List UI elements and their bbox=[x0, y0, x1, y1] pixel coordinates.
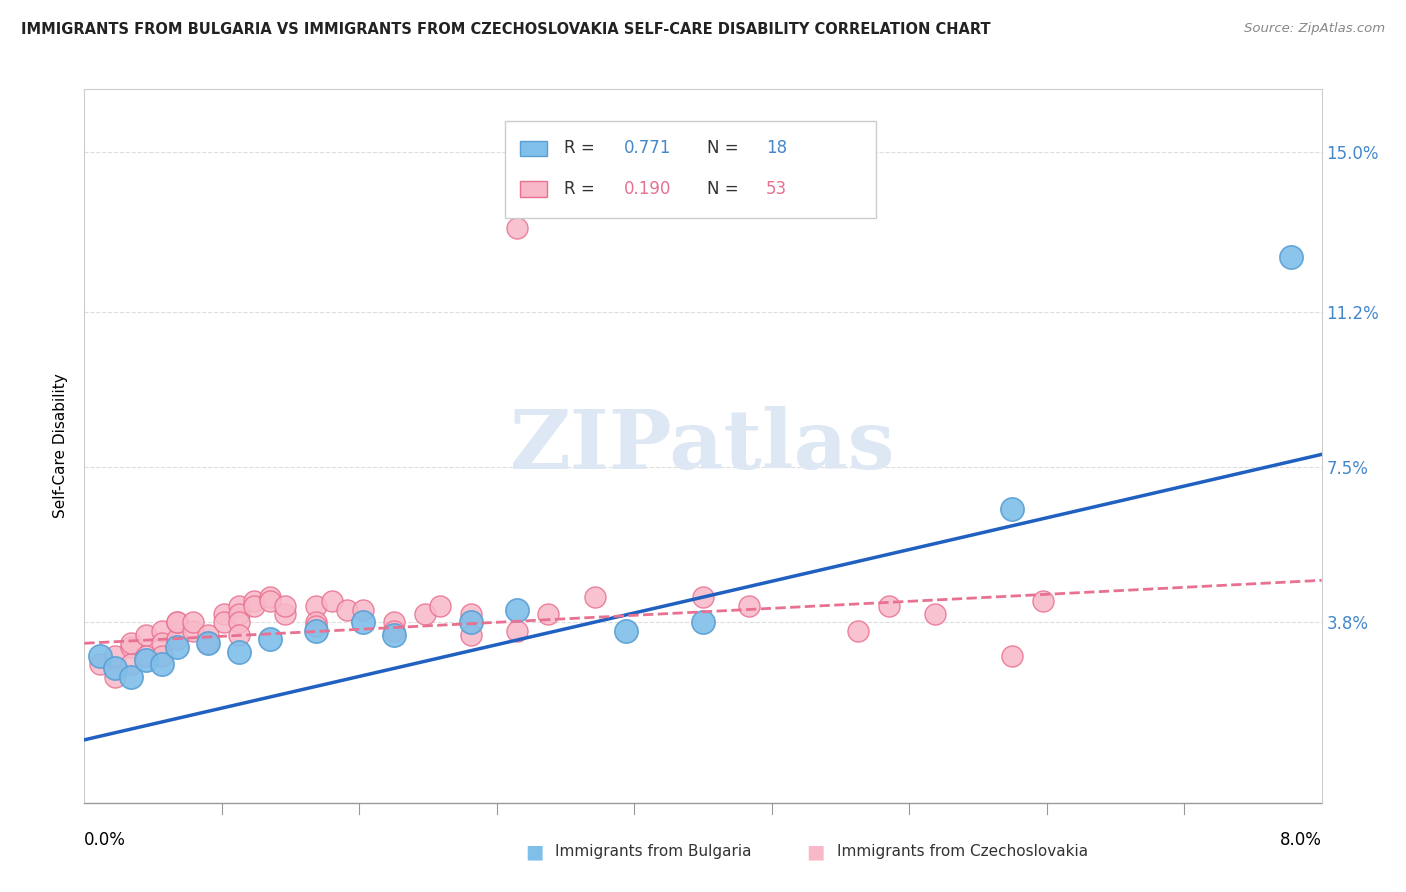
Point bbox=[212, 615, 235, 630]
Point bbox=[135, 648, 157, 663]
Point bbox=[104, 670, 127, 684]
Point bbox=[506, 603, 529, 617]
FancyBboxPatch shape bbox=[505, 121, 876, 218]
Point bbox=[846, 624, 869, 638]
Text: ■: ■ bbox=[524, 842, 544, 862]
Point bbox=[104, 648, 127, 663]
Point bbox=[537, 607, 560, 621]
Point bbox=[382, 628, 405, 642]
Point bbox=[274, 607, 297, 621]
Point bbox=[583, 590, 606, 604]
Text: 0.0%: 0.0% bbox=[84, 831, 127, 849]
Point bbox=[1032, 594, 1054, 608]
Text: N =: N = bbox=[707, 180, 744, 198]
Point bbox=[89, 657, 111, 672]
Point bbox=[150, 657, 173, 672]
Point bbox=[305, 619, 328, 633]
Text: 0.771: 0.771 bbox=[624, 139, 671, 157]
Point bbox=[614, 624, 637, 638]
Point bbox=[150, 636, 173, 650]
Point bbox=[166, 615, 188, 630]
Point bbox=[181, 615, 204, 630]
Point bbox=[104, 661, 127, 675]
Text: 8.0%: 8.0% bbox=[1279, 831, 1322, 849]
Point bbox=[228, 607, 250, 621]
Point bbox=[274, 599, 297, 613]
Point bbox=[135, 628, 157, 642]
Text: R =: R = bbox=[564, 180, 600, 198]
Point bbox=[460, 615, 482, 630]
Point bbox=[89, 648, 111, 663]
Point bbox=[243, 594, 266, 608]
Point bbox=[352, 615, 374, 630]
Point bbox=[243, 599, 266, 613]
Point bbox=[228, 615, 250, 630]
Point bbox=[166, 615, 188, 630]
Text: 18: 18 bbox=[766, 139, 787, 157]
Text: Source: ZipAtlas.com: Source: ZipAtlas.com bbox=[1244, 22, 1385, 36]
Text: IMMIGRANTS FROM BULGARIA VS IMMIGRANTS FROM CZECHOSLOVAKIA SELF-CARE DISABILITY : IMMIGRANTS FROM BULGARIA VS IMMIGRANTS F… bbox=[21, 22, 991, 37]
Point bbox=[197, 636, 219, 650]
Point bbox=[321, 594, 343, 608]
Point bbox=[692, 590, 714, 604]
Point bbox=[150, 648, 173, 663]
Text: Immigrants from Czechoslovakia: Immigrants from Czechoslovakia bbox=[837, 845, 1088, 859]
Point bbox=[1001, 502, 1024, 516]
Point bbox=[228, 628, 250, 642]
Text: R =: R = bbox=[564, 139, 600, 157]
Point bbox=[382, 615, 405, 630]
Point bbox=[924, 607, 946, 621]
Point bbox=[120, 640, 142, 655]
Point bbox=[336, 603, 359, 617]
Point bbox=[259, 594, 281, 608]
Point bbox=[120, 636, 142, 650]
Text: Immigrants from Bulgaria: Immigrants from Bulgaria bbox=[555, 845, 752, 859]
Point bbox=[877, 599, 900, 613]
Point bbox=[429, 599, 451, 613]
FancyBboxPatch shape bbox=[520, 141, 547, 156]
Point bbox=[1279, 250, 1302, 264]
Text: 53: 53 bbox=[766, 180, 787, 198]
FancyBboxPatch shape bbox=[520, 181, 547, 197]
Y-axis label: Self-Care Disability: Self-Care Disability bbox=[53, 374, 69, 518]
Point bbox=[305, 615, 328, 630]
Text: 0.190: 0.190 bbox=[624, 180, 671, 198]
Point bbox=[166, 632, 188, 646]
Point bbox=[738, 599, 761, 613]
Point bbox=[460, 628, 482, 642]
Point bbox=[413, 607, 436, 621]
Text: ■: ■ bbox=[806, 842, 825, 862]
Point bbox=[305, 624, 328, 638]
Point bbox=[692, 615, 714, 630]
Point bbox=[197, 628, 219, 642]
Text: ZIPatlas: ZIPatlas bbox=[510, 406, 896, 486]
Point bbox=[120, 657, 142, 672]
Point bbox=[1001, 648, 1024, 663]
Point bbox=[506, 220, 529, 235]
Point bbox=[228, 599, 250, 613]
Point bbox=[305, 599, 328, 613]
Point bbox=[212, 607, 235, 621]
Point bbox=[135, 653, 157, 667]
Point bbox=[150, 624, 173, 638]
Point bbox=[197, 636, 219, 650]
Point bbox=[352, 603, 374, 617]
Point bbox=[166, 640, 188, 655]
Point bbox=[259, 632, 281, 646]
Point bbox=[506, 624, 529, 638]
Text: N =: N = bbox=[707, 139, 744, 157]
Point bbox=[181, 624, 204, 638]
Point bbox=[228, 645, 250, 659]
Point bbox=[382, 624, 405, 638]
Point bbox=[120, 670, 142, 684]
Point bbox=[259, 590, 281, 604]
Point bbox=[460, 607, 482, 621]
